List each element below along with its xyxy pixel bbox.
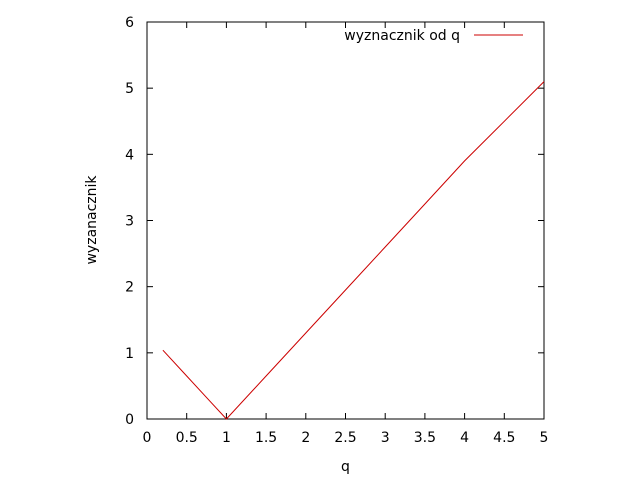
x-tick-label: 2 (301, 430, 310, 446)
x-tick-label: 2.5 (334, 430, 356, 446)
x-tick-label: 1.5 (255, 430, 277, 446)
y-tick-label: 0 (125, 412, 134, 428)
x-axis-label: q (341, 459, 350, 475)
legend-label: wyznacznik od q (344, 28, 460, 44)
y-tick-label: 3 (125, 214, 134, 230)
x-tick-label: 3.5 (414, 430, 436, 446)
series-line-0 (162, 81, 545, 420)
series-layer (162, 81, 545, 420)
x-tick-label: 0.5 (176, 430, 198, 446)
x-tick-label: 5 (540, 430, 549, 446)
y-tick-labels: 0 1 2 3 4 5 6 (125, 15, 134, 428)
plot-frame (146, 21, 545, 420)
x-tick-label: 4 (460, 430, 469, 446)
x-tick-label: 1 (222, 430, 231, 446)
y-tick-label: 4 (125, 147, 134, 163)
y-tick-label: 6 (125, 15, 134, 31)
x-tick-label: 4.5 (493, 430, 515, 446)
axis-ticks (146, 21, 545, 420)
y-axis-label: wyzanacznik (84, 175, 100, 265)
x-tick-labels: 0 0.5 1 1.5 2 2.5 3 3.5 4 4.5 5 (143, 430, 549, 446)
y-tick-label: 2 (125, 280, 134, 296)
y-tick-label: 5 (125, 81, 134, 97)
x-tick-label: 0 (143, 430, 152, 446)
legend: wyznacznik od q (344, 28, 523, 44)
x-tick-label: 3 (381, 430, 390, 446)
y-tick-label: 1 (125, 346, 134, 362)
